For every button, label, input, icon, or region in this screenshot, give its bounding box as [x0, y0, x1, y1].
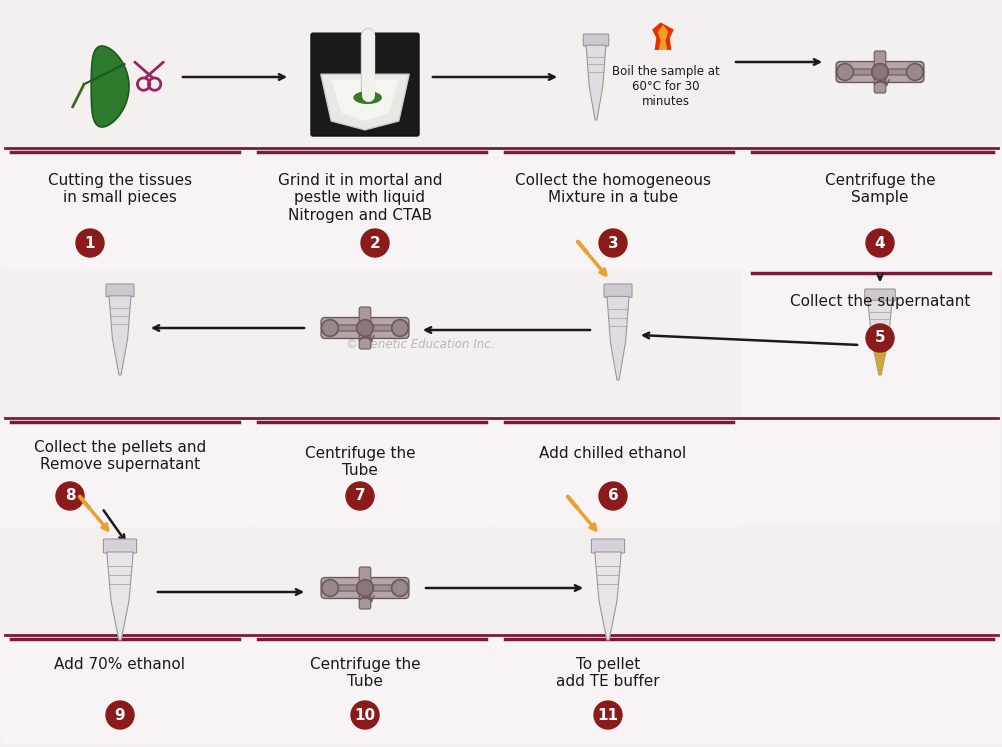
Circle shape	[76, 229, 104, 257]
Text: © Genetic Education Inc.: © Genetic Education Inc.	[346, 338, 494, 352]
FancyBboxPatch shape	[495, 148, 742, 270]
FancyBboxPatch shape	[247, 148, 496, 270]
Ellipse shape	[353, 91, 382, 104]
Text: Centrifuge the
Tube: Centrifuge the Tube	[305, 446, 415, 478]
Text: 4: 4	[874, 235, 885, 250]
FancyBboxPatch shape	[874, 51, 885, 93]
FancyBboxPatch shape	[247, 418, 496, 527]
Circle shape	[56, 482, 84, 510]
Text: Centrifuge the
Sample: Centrifuge the Sample	[824, 173, 935, 205]
Text: Collect the homogeneous
Mixture in a tube: Collect the homogeneous Mixture in a tub…	[514, 173, 710, 205]
Polygon shape	[331, 79, 399, 121]
FancyBboxPatch shape	[741, 148, 1002, 270]
Circle shape	[351, 701, 379, 729]
Text: Collect the pellets and
Remove supernatant: Collect the pellets and Remove supernata…	[34, 440, 206, 472]
Polygon shape	[585, 46, 605, 120]
Circle shape	[106, 701, 134, 729]
Circle shape	[357, 320, 373, 336]
Circle shape	[593, 701, 621, 729]
Polygon shape	[106, 552, 133, 640]
Text: 7: 7	[355, 489, 365, 503]
Circle shape	[836, 63, 853, 81]
Text: Add 70% ethanol: Add 70% ethanol	[54, 657, 185, 672]
FancyBboxPatch shape	[311, 33, 419, 136]
Text: 2: 2	[370, 235, 380, 250]
Circle shape	[322, 580, 338, 596]
FancyBboxPatch shape	[836, 61, 923, 82]
Circle shape	[906, 63, 923, 81]
Polygon shape	[109, 296, 131, 375]
Text: Collect the supernatant: Collect the supernatant	[789, 294, 969, 309]
FancyBboxPatch shape	[495, 418, 742, 527]
FancyBboxPatch shape	[591, 539, 624, 553]
Polygon shape	[849, 69, 871, 75]
Polygon shape	[335, 325, 357, 331]
Circle shape	[322, 320, 338, 336]
Text: 9: 9	[114, 707, 125, 722]
FancyBboxPatch shape	[583, 34, 608, 46]
FancyBboxPatch shape	[321, 577, 409, 598]
Text: To pellet
add TE buffer: To pellet add TE buffer	[556, 657, 659, 689]
Circle shape	[357, 580, 373, 596]
Polygon shape	[657, 25, 667, 50]
Text: Grind it in mortal and
pestle with liquid
Nitrogen and CTAB: Grind it in mortal and pestle with liqui…	[278, 173, 442, 223]
Polygon shape	[594, 552, 620, 640]
Text: Boil the sample at
60°C for 30
minutes: Boil the sample at 60°C for 30 minutes	[611, 65, 719, 108]
Text: Centrifuge the
Tube: Centrifuge the Tube	[310, 657, 420, 689]
Polygon shape	[373, 325, 395, 331]
Circle shape	[598, 482, 626, 510]
FancyBboxPatch shape	[247, 635, 496, 744]
Text: 3: 3	[607, 235, 617, 250]
Text: Add chilled ethanol: Add chilled ethanol	[539, 446, 686, 461]
FancyBboxPatch shape	[1, 148, 248, 270]
Polygon shape	[869, 339, 889, 375]
Polygon shape	[888, 69, 910, 75]
Circle shape	[361, 229, 389, 257]
FancyBboxPatch shape	[1, 418, 248, 527]
Text: 5: 5	[874, 330, 885, 346]
Text: 11: 11	[597, 707, 618, 722]
FancyBboxPatch shape	[603, 284, 631, 297]
Circle shape	[871, 63, 888, 81]
Text: 6: 6	[607, 489, 618, 503]
Polygon shape	[867, 300, 891, 375]
Circle shape	[865, 324, 893, 352]
FancyBboxPatch shape	[864, 289, 895, 301]
Circle shape	[391, 320, 408, 336]
FancyBboxPatch shape	[741, 269, 999, 525]
FancyBboxPatch shape	[1, 635, 248, 744]
Text: Cutting the tissues
in small pieces: Cutting the tissues in small pieces	[48, 173, 191, 205]
Polygon shape	[321, 74, 409, 130]
FancyBboxPatch shape	[106, 284, 134, 297]
Circle shape	[865, 229, 893, 257]
Polygon shape	[373, 585, 395, 591]
Text: 10: 10	[354, 707, 375, 722]
Text: 1: 1	[84, 235, 95, 250]
FancyBboxPatch shape	[359, 567, 371, 609]
Circle shape	[391, 580, 408, 596]
FancyBboxPatch shape	[495, 635, 1002, 744]
Circle shape	[346, 482, 374, 510]
FancyBboxPatch shape	[359, 307, 371, 349]
Text: 8: 8	[64, 489, 75, 503]
FancyBboxPatch shape	[321, 317, 409, 338]
Polygon shape	[606, 297, 628, 380]
Circle shape	[598, 229, 626, 257]
Polygon shape	[91, 46, 129, 127]
Polygon shape	[335, 585, 357, 591]
Polygon shape	[651, 22, 673, 50]
FancyBboxPatch shape	[103, 539, 136, 553]
